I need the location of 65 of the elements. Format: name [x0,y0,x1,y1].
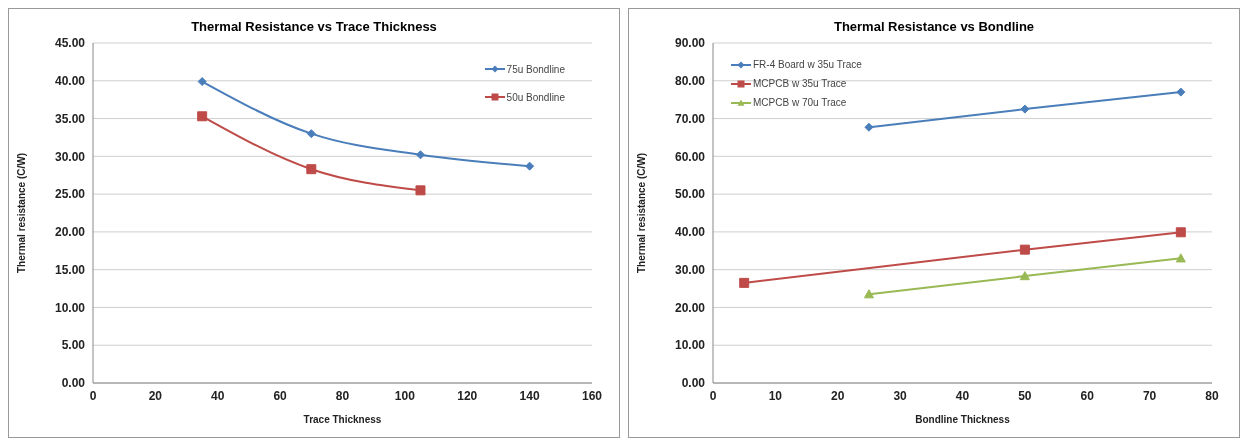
y-tick-label: 10.00 [54,300,86,315]
point [1019,271,1030,281]
x-tick-label: 160 [581,388,603,403]
y-tick-label: 25.00 [54,187,86,202]
point [1020,104,1030,114]
x-tick-label: 120 [457,388,478,403]
chart-title: Thermal Resistance vs Bondline [832,19,1036,36]
y-tick-label: 15.00 [54,262,86,277]
y-tick-label: 35.00 [54,111,86,126]
x-tick-label: 60 [1080,388,1095,403]
point [197,77,207,87]
x-tick-label: 140 [519,388,540,403]
x-tick-label: 50 [1018,388,1032,403]
x-tick-label: 0 [709,388,717,403]
x-tick-label: 70 [1142,388,1157,403]
x-tick-label: 10 [768,388,783,403]
y-tick-label: 0.00 [681,376,706,391]
y-tick-label: 20.00 [674,300,706,315]
point [863,289,874,299]
y-tick-label: 80.00 [674,74,706,89]
x-tick-label: 30 [893,388,908,403]
point [1175,253,1186,263]
y-tick-label: 70.00 [674,111,706,126]
legend-label: MCPCB w 70u Trace [753,97,847,108]
point [197,111,208,122]
point [415,150,425,160]
x-tick-label: 80 [1205,388,1219,403]
x-tick-label: 0 [89,388,97,403]
y-tick-label: 40.00 [674,225,706,240]
y-tick-label: 30.00 [674,262,706,277]
y-tick-label: 5.00 [61,338,86,353]
legend-label: 75u Bondline [506,63,565,75]
point [1176,87,1186,97]
point [1019,244,1030,255]
x-tick-label: 80 [335,388,350,403]
point [864,122,874,132]
point [1175,227,1186,238]
point [306,129,316,139]
x-tick-label: 20 [831,388,845,403]
y-tick-label: 20.00 [54,225,86,240]
x-axis-title: Trace Thickness [303,414,382,425]
y-tick-label: 0.00 [61,376,86,391]
y-tick-label: 60.00 [674,149,706,164]
y-tick-label: 90.00 [674,36,706,51]
y-tick-label: 40.00 [54,74,86,89]
point [525,161,535,171]
x-tick-label: 40 [955,388,970,403]
x-axis-title: Bondline Thickness [915,414,1011,425]
legend-label: 50u Bondline [506,91,565,103]
chart-title: Thermal Resistance vs Trace Thickness [190,19,438,36]
x-tick-label: 40 [211,388,225,403]
point [739,277,750,288]
y-tick-label: 50.00 [674,187,706,202]
y-tick-label: 30.00 [54,149,86,164]
point [415,185,426,196]
y-tick-label: 45.00 [54,36,86,51]
x-tick-label: 60 [273,388,288,403]
legend-label: MCPCB w 35u Trace [753,78,847,89]
x-tick-label: 20 [148,388,163,403]
y-tick-label: 10.00 [674,338,706,353]
point [306,164,317,175]
x-tick-label: 100 [394,388,416,403]
y-axis-title: Thermal resistance (C/W) [635,152,647,274]
y-axis-title: Thermal resistance (C/W) [15,152,27,274]
legend-label: FR-4 Board w 35u Trace [753,59,862,70]
